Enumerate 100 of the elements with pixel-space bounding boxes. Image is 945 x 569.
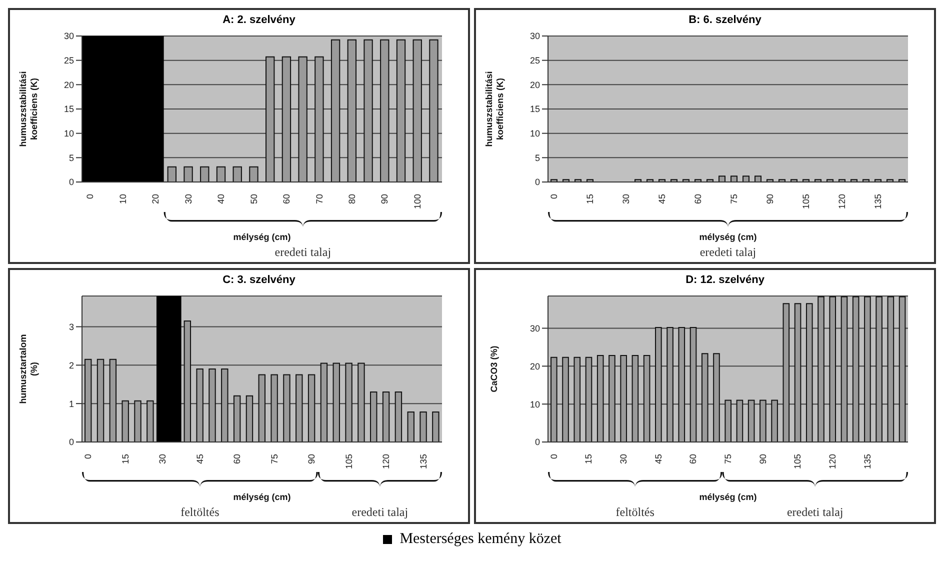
text: eredeti talaj	[786, 505, 844, 519]
x-tick-label: 60	[282, 194, 292, 204]
y-axis-title: humusztartalom (%)	[18, 334, 39, 404]
y-tick-label: 3	[68, 322, 74, 332]
bar	[432, 412, 440, 442]
x-tick-label: 135	[862, 454, 872, 470]
y-tick-label: 30	[530, 31, 540, 42]
bar	[420, 412, 427, 442]
bar	[690, 326, 697, 442]
bar	[818, 296, 824, 442]
bar	[296, 374, 303, 442]
y-tick-label: 5	[534, 152, 540, 163]
bar	[308, 374, 316, 442]
text: eredeti talaj	[352, 505, 408, 519]
bar	[596, 355, 604, 442]
y-axis-title: humuszstabilitási koefficiens (K)	[18, 71, 39, 147]
bar	[748, 400, 755, 442]
bar	[221, 368, 228, 442]
bar	[109, 358, 117, 442]
x-tick-label: 10	[118, 194, 128, 204]
y-tick-label: 10	[530, 128, 540, 139]
x-tick-label: 30	[158, 454, 168, 464]
bar	[146, 400, 154, 442]
bar	[249, 166, 258, 182]
bar	[232, 166, 242, 182]
x-tick-label: 90	[306, 454, 317, 464]
y-tick-label: 1	[68, 398, 74, 409]
bar	[736, 400, 744, 442]
bar	[394, 392, 402, 442]
y-tick-label: 20	[530, 361, 540, 372]
x-tick-label: 90	[765, 194, 775, 204]
legend-label: Mesterséges kemény közet	[400, 530, 562, 548]
bar	[412, 39, 422, 182]
y-tick-label: 25	[64, 56, 74, 66]
x-tick-label: 120	[837, 194, 847, 210]
bar	[84, 358, 92, 442]
y-tick-label: 0	[534, 177, 540, 188]
bar	[574, 356, 581, 442]
y-axis-title: CaCO3 (%)	[489, 346, 499, 392]
bar	[429, 39, 438, 182]
bar	[396, 39, 406, 182]
x-tick-label: 0	[548, 454, 559, 460]
bar	[864, 296, 871, 442]
bar	[122, 400, 129, 442]
x-tick-label: 100	[412, 194, 422, 210]
bar	[666, 326, 674, 442]
bar	[370, 392, 378, 442]
bar	[282, 56, 292, 182]
bar	[380, 39, 390, 182]
x-tick-label: 30	[183, 194, 194, 204]
bar	[233, 395, 241, 442]
x-tick-label: 15	[584, 454, 594, 464]
text: feltöltés	[616, 505, 655, 519]
bar	[258, 374, 266, 442]
chart-title: A: 2. szelvény	[222, 13, 296, 28]
y-tick-label: 10	[64, 128, 74, 139]
y-tick-label: 30	[64, 31, 74, 42]
bar	[585, 356, 592, 442]
bar	[382, 392, 390, 442]
bar	[266, 56, 275, 182]
y-tick-label: 20	[64, 80, 74, 90]
x-axis-title: mélység (cm)	[699, 232, 757, 242]
bar	[246, 395, 254, 442]
text: eredeti talaj	[700, 245, 756, 259]
x-tick-label: 60	[688, 454, 698, 464]
bar	[840, 296, 848, 442]
bar	[216, 166, 226, 182]
x-tick-label: 105	[801, 194, 811, 210]
x-tick-label: 40	[216, 194, 226, 204]
x-tick-label: 30	[618, 454, 628, 464]
bar	[184, 320, 192, 442]
bar	[655, 326, 662, 442]
y-tick-label: 0	[68, 437, 74, 448]
bar	[407, 412, 414, 442]
x-tick-label: 135	[418, 454, 428, 470]
bar	[196, 368, 204, 442]
bar	[298, 56, 308, 182]
x-tick-label: 15	[120, 454, 130, 464]
x-tick-label: 0	[549, 194, 559, 200]
x-tick-label: 90	[380, 194, 390, 204]
bar	[713, 353, 720, 442]
bar	[852, 296, 860, 442]
x-tick-label: 20	[150, 194, 161, 204]
bar	[270, 374, 278, 442]
x-tick-label: 0	[85, 194, 96, 200]
y-tick-label: 5	[68, 152, 74, 163]
y-tick-label: 15	[530, 104, 540, 114]
x-tick-label: 90	[758, 454, 768, 464]
bar	[608, 355, 616, 442]
x-axis-title: mélység (cm)	[699, 492, 757, 502]
x-tick-label: 60	[232, 454, 242, 464]
bar	[771, 400, 778, 442]
x-axis-title: mélység (cm)	[233, 492, 291, 502]
y-tick-label: 10	[530, 399, 540, 410]
bar	[320, 362, 328, 442]
bar	[332, 362, 340, 442]
bar	[760, 400, 766, 442]
bar	[550, 356, 558, 442]
bar	[620, 355, 627, 442]
x-tick-label: 15	[585, 194, 595, 204]
